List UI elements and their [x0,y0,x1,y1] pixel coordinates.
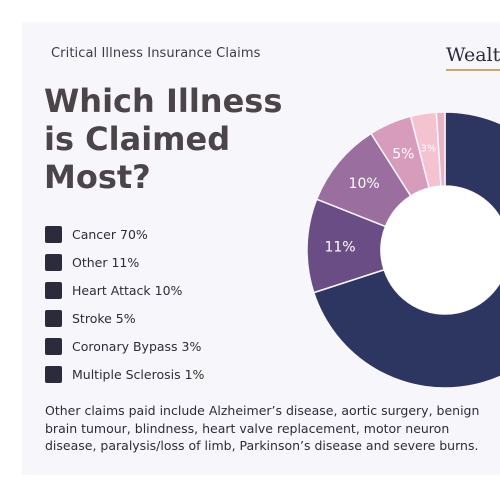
donut-slice-label: 5% [392,147,414,163]
donut-chart: 11% 10% 5% 3% [306,111,500,389]
title-line-3: Most? [44,158,151,196]
legend-swatch [45,253,62,271]
legend-item: Multiple Sclerosis 1% [45,360,204,388]
legend-label: Stroke 5% [72,310,136,326]
donut-hole [381,186,500,314]
title-line-1: Which Illness [44,82,283,120]
donut-slice-label: 11% [324,240,355,256]
donut-slice-label: 10% [349,176,380,192]
footnote: Other claims paid include Alzheimer’s di… [45,403,480,453]
legend-item: Cancer 70% [45,220,204,248]
brand-logo: Wealth [446,44,500,66]
chart-subtitle: Critical Illness Insurance Claims [51,46,261,61]
legend-swatch [45,225,62,243]
donut-slice-cancer [312,111,500,389]
legend-item: Other 11% [45,248,204,276]
brand-underline [446,69,500,71]
legend-swatch [45,281,62,299]
donut-slice-label: 3% [421,143,437,154]
legend-item: Coronary Bypass 3% [45,332,204,360]
legend-label: Heart Attack 10% [72,282,183,298]
legend-label: Other 11% [72,254,140,270]
legend-label: Coronary Bypass 3% [72,338,202,354]
legend-swatch [45,365,62,383]
chart-legend: Cancer 70% Other 11% Heart Attack 10% St… [45,220,204,388]
legend-label: Cancer 70% [72,226,148,242]
legend-item: Heart Attack 10% [45,276,204,304]
legend-item: Stroke 5% [45,304,204,332]
legend-swatch [45,309,62,327]
chart-title: Which Illness is Claimed Most? [44,82,314,196]
legend-swatch [45,337,62,355]
legend-label: Multiple Sclerosis 1% [72,366,205,382]
chart-card: Critical Illness Insurance Claims Wealth… [22,22,500,475]
title-line-2: is Claimed [44,120,231,158]
